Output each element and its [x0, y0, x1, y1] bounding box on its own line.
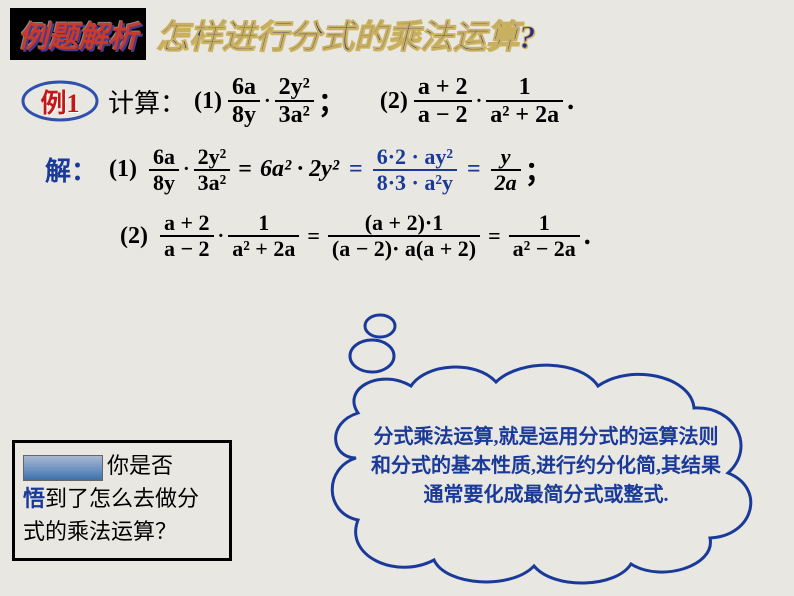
- s1-result: y 2a: [491, 145, 521, 195]
- s1-frac1: 6a 8y: [149, 145, 179, 195]
- note-box: 你是否 悟到了怎么去做分式的乘法运算？: [12, 440, 232, 561]
- sol1-num: (1): [109, 156, 137, 183]
- s2-tail: .: [584, 220, 591, 252]
- s1-frac2: 2y² 3a²: [194, 145, 231, 195]
- s2-frac2: 1 a² + 2a: [228, 211, 299, 261]
- solution-1-eq: (1) 6a 8y · 2y² 3a² = 6a² · 2y² = 6·2 · …: [109, 145, 557, 195]
- s1-step: 6·2 · ay² 8·3 · a²y: [373, 145, 457, 195]
- title-badge-text: 例题解析: [18, 21, 138, 54]
- s2-result: 1 a² − 2a: [509, 211, 580, 261]
- s2-mid: (a + 2)·1 (a − 2)· a(a + 2): [328, 211, 480, 261]
- note-wu: 悟: [23, 486, 45, 511]
- solution-label: 解：: [45, 151, 97, 188]
- note-line2: 到了怎么去做分式的乘法运算？: [23, 486, 199, 544]
- s1-mid: 6a² · 2y²: [260, 156, 339, 183]
- p1-tail: ；: [318, 81, 346, 121]
- note-line1: 你是否: [107, 453, 173, 478]
- p1-frac2: 2y² 3a²: [275, 74, 314, 129]
- question-title: 怎样进行分式的乘法运算?: [156, 10, 536, 58]
- calc-label: 计算：: [108, 83, 186, 120]
- problem-1-num: (1): [194, 88, 222, 115]
- problems: (1) 6a 8y · 2y² 3a² ； (2) a + 2 a − 2 · …: [194, 74, 578, 129]
- problem-1: (1) 6a 8y · 2y² 3a² ；: [194, 74, 350, 129]
- solution-row-1: 解： (1) 6a 8y · 2y² 3a² = 6a² · 2y² = 6·2…: [0, 139, 794, 201]
- p2-tail: .: [567, 85, 574, 117]
- example-badge-text: 例1: [40, 83, 79, 120]
- title-badge: 例题解析: [10, 8, 146, 60]
- p2-frac2: 1 a² + 2a: [486, 74, 563, 129]
- solution-2-eq: (2) a + 2 a − 2 · 1 a² + 2a = (a + 2)·1 …: [120, 211, 595, 261]
- sol2-num: (2): [120, 223, 148, 250]
- problem-2-num: (2): [380, 88, 408, 115]
- p1-frac1: 6a 8y: [228, 74, 260, 129]
- dot-op: ·: [476, 90, 483, 113]
- cloud-callout: 分式乘法运算,就是运用分式的运算法则和分式的基本性质,进行约分化简,其结果通常要…: [296, 308, 776, 588]
- s2-frac1: a + 2 a − 2: [160, 211, 214, 261]
- example-badge: 例1: [20, 79, 100, 123]
- s1-tail: ；: [525, 150, 553, 190]
- example-row: 例1 计算： (1) 6a 8y · 2y² 3a² ； (2) a + 2 a…: [0, 64, 794, 139]
- gradient-block: [23, 455, 103, 481]
- cloud-text: 分式乘法运算,就是运用分式的运算法则和分式的基本性质,进行约分化简,其结果通常要…: [370, 423, 722, 510]
- problem-2: (2) a + 2 a − 2 · 1 a² + 2a .: [380, 74, 578, 129]
- solution-row-2: (2) a + 2 a − 2 · 1 a² + 2a = (a + 2)·1 …: [0, 201, 794, 271]
- dot-op: ·: [264, 90, 271, 113]
- header-row: 例题解析 怎样进行分式的乘法运算?: [0, 0, 794, 64]
- p2-frac1: a + 2 a − 2: [414, 74, 472, 129]
